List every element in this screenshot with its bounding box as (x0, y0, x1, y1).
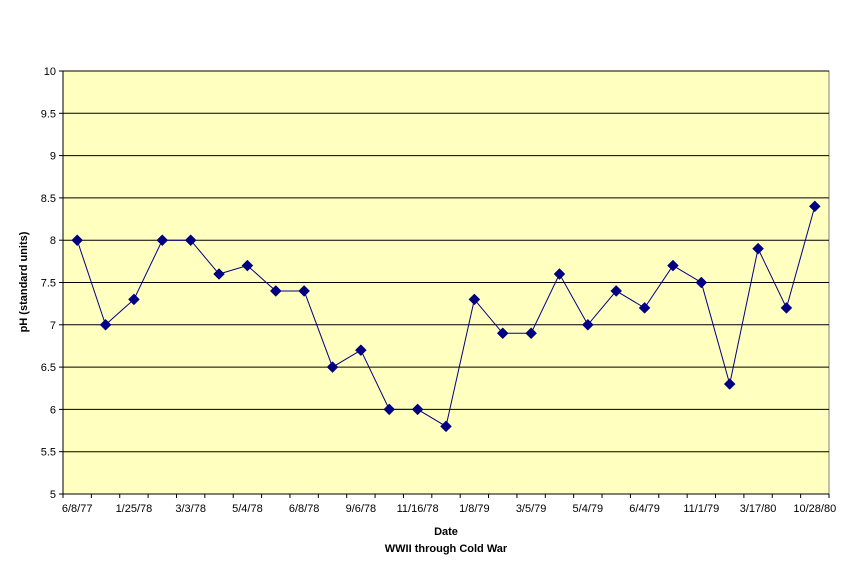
data-point (723, 378, 736, 390)
x-axis-title: Date (434, 526, 458, 538)
y-tick-label: 6 (50, 404, 56, 416)
data-point (298, 285, 311, 297)
x-tick-label: 5/4/78 (232, 503, 263, 515)
x-tick-label: 3/17/80 (740, 503, 777, 515)
data-point (269, 285, 282, 297)
x-tick-label: 1/8/79 (459, 503, 490, 515)
y-tick-label: 8 (50, 235, 56, 247)
data-point (383, 403, 396, 416)
data-point (553, 268, 566, 280)
data-point (326, 361, 339, 373)
y-tick-label: 5.5 (41, 447, 56, 459)
data-point (667, 259, 679, 272)
y-tick-label: 7 (50, 320, 56, 332)
data-point (440, 420, 452, 433)
data-point (213, 268, 225, 280)
data-point (71, 234, 84, 247)
data-point (638, 302, 651, 314)
y-tick-label: 7.5 (41, 278, 56, 290)
data-point (525, 327, 537, 340)
y-tick-label: 9 (50, 151, 56, 163)
data-point (99, 318, 112, 331)
x-tick-label: 11/1/79 (683, 503, 719, 515)
x-tick-label: 5/4/79 (573, 503, 604, 515)
y-axis-ticks: 5 5.5 6 6.5 7 7.5 8 8.5 9 9.5 10 (41, 66, 829, 501)
data-point (808, 200, 821, 213)
x-tick-label: 9/6/78 (346, 503, 377, 515)
x-tick-label: 6/8/78 (289, 503, 320, 515)
y-tick-label: 6.5 (41, 362, 56, 374)
chart-subtitle: WWII through Cold War (385, 543, 508, 555)
data-point (241, 259, 254, 272)
x-tick-label: 3/3/78 (175, 503, 206, 515)
y-tick-label: 8.5 (41, 193, 56, 205)
data-point (496, 327, 509, 340)
data-point (128, 293, 140, 306)
data-point (610, 285, 623, 297)
data-point (752, 242, 764, 255)
y-tick-label: 10 (44, 66, 56, 78)
x-tick-label: 1/25/78 (116, 503, 153, 515)
series-layer (71, 200, 821, 433)
data-point (581, 318, 594, 331)
y-tick-label: 9.5 (41, 108, 56, 120)
data-point (355, 344, 367, 357)
data-point (780, 302, 793, 314)
data-point (156, 234, 169, 247)
x-tick-label: 3/5/79 (516, 503, 547, 515)
x-tick-label: 11/16/78 (397, 503, 439, 515)
data-point (695, 276, 708, 289)
x-tick-label: 6/8/77 (62, 503, 93, 515)
x-tick-label: 10/28/80 (793, 503, 836, 515)
x-axis-ticks: 6/8/77 1/25/78 3/3/78 5/4/78 6/8/78 9/6/78 11/… (62, 494, 836, 515)
x-tick-label: 6/4/79 (629, 503, 660, 515)
data-point (411, 403, 424, 416)
data-point (468, 293, 481, 306)
y-tick-label: 5 (50, 489, 56, 501)
y-axis-title: pH (standard units) (18, 231, 30, 332)
data-point (184, 234, 197, 247)
gridlines (63, 70, 829, 453)
